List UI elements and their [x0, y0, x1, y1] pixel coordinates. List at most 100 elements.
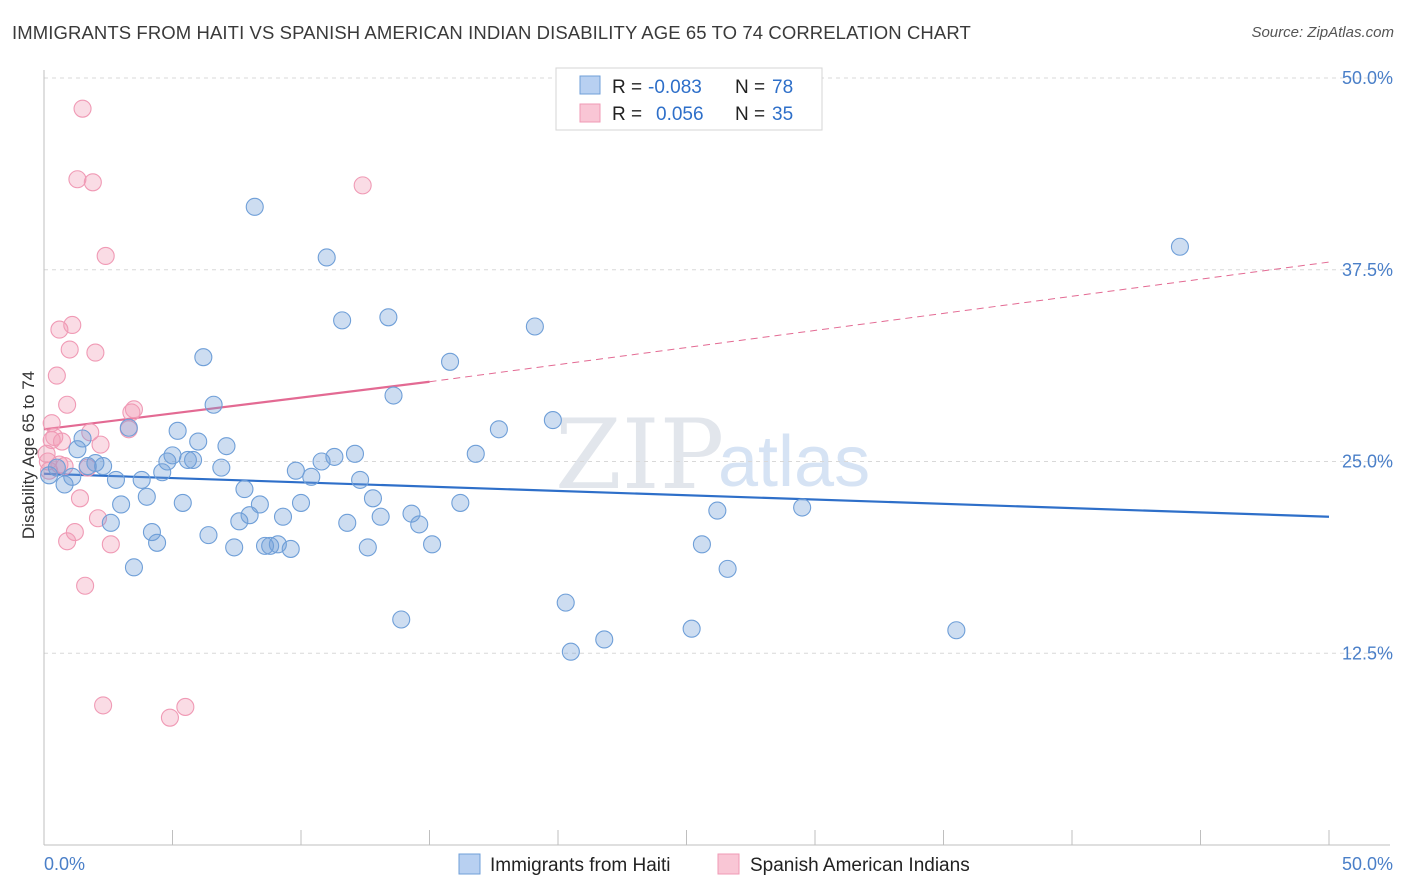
data-point-haiti — [212, 458, 231, 477]
data-point-haiti — [153, 463, 172, 482]
legend-swatch-spanish — [579, 103, 601, 123]
data-point-haiti — [466, 444, 485, 463]
data-point-haiti — [363, 489, 383, 508]
data-point-spanish — [94, 696, 113, 715]
y-tick-label: 25.0% — [1342, 452, 1393, 472]
data-point-spanish — [101, 535, 120, 554]
data-point-haiti — [245, 197, 264, 216]
legend-swatch-haiti — [579, 75, 601, 95]
data-point-haiti — [410, 515, 429, 534]
legend-r-value-2: 0.056 — [656, 104, 704, 125]
data-point-haiti — [525, 317, 544, 336]
y-axis-label: Disability Age 65 to 74 — [19, 371, 38, 539]
data-point-haiti — [682, 619, 701, 638]
data-point-haiti — [230, 512, 249, 531]
data-point-haiti — [106, 470, 126, 489]
series-immigrants-from-haiti — [40, 197, 1189, 661]
data-point-haiti — [371, 507, 390, 526]
data-point-haiti — [793, 498, 812, 517]
data-point-haiti — [132, 470, 151, 489]
data-point-haiti — [204, 395, 223, 414]
chart-title: IMMIGRANTS FROM HAITI VS SPANISH AMERICA… — [12, 22, 971, 43]
legend-r-label-2: R = — [612, 104, 642, 125]
data-point-spanish — [65, 523, 84, 542]
data-point-haiti — [718, 559, 737, 578]
data-point-haiti — [189, 432, 208, 451]
data-point-spanish — [38, 452, 57, 471]
trend-line-spanish — [429, 261, 1330, 383]
x-tick-label-min: 0.0% — [44, 854, 85, 874]
data-point-spanish — [68, 170, 87, 189]
legend: R = -0.083 N = 78 R = 0.056 N = 35 — [555, 67, 823, 131]
data-point-spanish — [124, 400, 143, 419]
data-point-haiti — [692, 535, 711, 554]
y-tick-label: 37.5% — [1342, 260, 1393, 280]
bottom-legend-swatch-haiti — [458, 853, 481, 875]
data-point-haiti — [261, 536, 280, 555]
data-point-haiti — [163, 446, 182, 465]
data-point-haiti — [556, 593, 575, 612]
data-point-spanish — [42, 430, 61, 450]
data-point-haiti — [73, 429, 92, 448]
data-point-spanish — [83, 173, 102, 192]
data-point-haiti — [351, 470, 370, 489]
data-point-haiti — [291, 493, 311, 512]
data-point-spanish — [176, 697, 195, 716]
data-point-haiti — [101, 513, 120, 532]
bottom-legend: Immigrants from Haiti Spanish American I… — [458, 853, 970, 876]
data-point-spanish — [91, 435, 110, 454]
data-point-haiti — [217, 437, 236, 456]
data-point-haiti — [250, 495, 269, 514]
data-point-haiti — [384, 386, 403, 405]
bottom-legend-label-haiti: Immigrants from Haiti — [490, 855, 671, 876]
data-point-spanish — [70, 489, 90, 508]
data-point-haiti — [423, 535, 442, 554]
data-point-spanish — [96, 246, 115, 265]
y-tick-labels: 12.5% 25.0% 37.5% 50.0% — [1342, 68, 1393, 663]
legend-n-label-1: N = — [735, 77, 765, 98]
data-point-haiti — [124, 558, 143, 577]
axes — [43, 70, 1390, 846]
data-point-haiti — [358, 538, 377, 557]
data-point-haiti — [55, 475, 74, 494]
data-point-haiti — [595, 630, 614, 649]
data-point-haiti — [94, 457, 113, 476]
data-point-haiti — [708, 501, 727, 520]
data-point-haiti — [63, 467, 82, 486]
data-point-haiti — [119, 418, 138, 437]
data-point-spanish — [353, 176, 372, 195]
x-tick-label-max: 50.0% — [1342, 854, 1393, 874]
data-point-haiti — [379, 308, 398, 327]
grid-lines — [44, 77, 1390, 654]
data-point-haiti — [168, 421, 187, 440]
data-point-spanish — [60, 340, 79, 359]
bottom-legend-swatch-spanish — [717, 853, 740, 875]
data-point-haiti — [112, 495, 131, 514]
data-point-spanish — [47, 366, 66, 385]
data-point-haiti — [40, 466, 59, 485]
data-point-spanish — [58, 395, 77, 414]
legend-r-label-1: R = — [612, 77, 642, 98]
data-point-spanish — [76, 576, 95, 595]
legend-n-value-2: 35 — [772, 104, 793, 125]
data-point-haiti — [199, 526, 218, 545]
data-point-haiti — [1170, 237, 1189, 256]
data-point-haiti — [317, 248, 336, 267]
data-point-haiti — [451, 493, 470, 512]
source-credit: Source: ZipAtlas.com — [1251, 24, 1394, 41]
x-tick-marks — [172, 830, 1330, 845]
legend-r-value-1: -0.083 — [648, 77, 702, 98]
data-point-haiti — [338, 513, 357, 532]
data-point-spanish — [86, 343, 105, 362]
data-point-haiti — [325, 447, 344, 466]
data-point-haiti — [281, 539, 300, 558]
data-point-haiti — [173, 493, 192, 512]
series-spanish-american-indians — [37, 99, 372, 727]
data-point-haiti — [68, 440, 87, 459]
data-point-haiti — [543, 411, 562, 430]
data-point-haiti — [286, 461, 305, 480]
legend-n-value-1: 78 — [772, 77, 793, 98]
data-point-haiti — [225, 538, 244, 557]
data-point-haiti — [441, 352, 460, 371]
